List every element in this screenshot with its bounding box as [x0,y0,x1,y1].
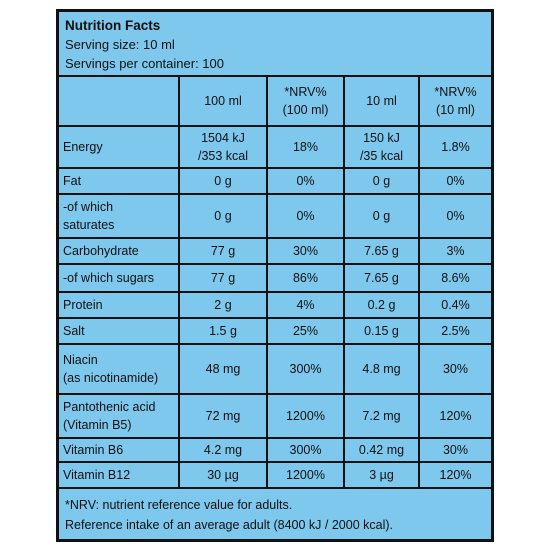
column-header: *NRV% (10 ml) [418,75,491,127]
cell-value: 150 kJ /35 kcal [343,125,420,169]
cell-value: 30% [418,343,491,395]
table-row: Pantothenic acid (Vitamin B5) 72 mg 1200% 7… [59,393,491,439]
cell-value: 7.65 g [343,264,420,293]
cell-value: 77 g [178,237,268,265]
footer-line: *NRV: nutrient reference value for adult… [65,498,293,512]
cell-value: 3 µg [343,461,420,489]
nutrient-name: Fat [59,167,180,195]
cell-value: 1.8% [418,125,491,169]
cell-value: 1200% [266,393,345,439]
cell-value: 0.4% [418,291,491,319]
cell-value: 0% [266,194,345,239]
cell-value: 2.5% [418,317,491,345]
cell-value: 0% [418,167,491,195]
cell-value: 4.8 mg [343,343,420,395]
cell-value: 30% [266,237,345,265]
cell-value: 4.2 mg [178,437,268,463]
nutrient-name: Salt [59,317,180,345]
serving-size: Serving size: 10 ml [65,37,175,52]
cell-value: 0.15 g [343,317,420,345]
table-row: Energy 1504 kJ /353 kcal 18% 150 kJ /35 kca… [59,125,491,169]
cell-value: 0 g [178,194,268,239]
cell-value: 0.2 g [343,291,420,319]
cell-value: 0 g [343,194,420,239]
nutrient-name: Vitamin B6 [59,437,180,463]
table-row: Vitamin B6 4.2 mg 300% 0.42 mg 30% [59,437,491,463]
cell-value: 3% [418,237,491,265]
header: Nutrition Facts Serving size: 10 ml Serv… [59,12,491,75]
cell-value: 300% [266,343,345,395]
table-row: -of which sugars 77 g 86% 7.65 g 8.6% [59,264,491,293]
footer: *NRV: nutrient reference value for adult… [59,489,491,535]
cell-value: 0% [418,194,491,239]
cell-value: 1.5 g [178,317,268,345]
cell-value: 30% [418,437,491,463]
servings: Servings per container: 100 [65,56,224,71]
column-header: *NRV% (100 ml) [266,75,345,127]
nutrient-name: Pantothenic acid (Vitamin B5) [59,393,180,439]
cell-value: 0 g [178,167,268,195]
table-row: Niacin (as nicotinamide) 48 mg 300% 4.8 mg 3… [59,343,491,395]
cell-value: 0.42 mg [343,437,420,463]
cell-value: 0 g [343,167,420,195]
cell-value: 1200% [266,461,345,489]
cell-value: 7.2 mg [343,393,420,439]
nutrient-name: Vitamin B12 [59,461,180,489]
table-row: Protein 2 g 4% 0.2 g 0.4% [59,291,491,319]
table-row: Salt 1.5 g 25% 0.15 g 2.5% [59,317,491,345]
nutrient-name: -of which saturates [59,194,180,239]
cell-value: 30 µg [178,461,268,489]
cell-value: 300% [266,437,345,463]
cell-value: 8.6% [418,264,491,293]
column-header [59,75,180,127]
cell-value: 120% [418,393,491,439]
header-row: 100 ml *NRV% (100 ml) 10 ml *NRV% (10 ml) [59,75,491,127]
column-header: 100 ml [178,75,268,127]
footer-line: Reference intake of an average adult (84… [65,518,393,532]
cell-value: 7.65 g [343,237,420,265]
cell-value: 25% [266,317,345,345]
cell-value: 48 mg [178,343,268,395]
cell-value: 120% [418,461,491,489]
table-row: -of which saturates 0 g 0% 0 g 0% [59,194,491,239]
nutrient-name: -of which sugars [59,264,180,293]
nutrient-name: Niacin (as nicotinamide) [59,343,180,395]
nutrition-table: 100 ml *NRV% (100 ml) 10 ml *NRV% (10 ml) En… [59,75,491,489]
title: Nutrition Facts [65,18,161,33]
nutrient-name: Carbohydrate [59,237,180,265]
cell-value: 18% [266,125,345,169]
cell-value: 2 g [178,291,268,319]
cell-value: 77 g [178,264,268,293]
cell-value: 86% [266,264,345,293]
cell-value: 4% [266,291,345,319]
nutrient-name: Energy [59,125,180,169]
table-row: Carbohydrate 77 g 30% 7.65 g 3% [59,237,491,265]
cell-value: 72 mg [178,393,268,439]
cell-value: 0% [266,167,345,195]
nutrition-panel: Nutrition Facts Serving size: 10 ml Serv… [56,9,494,542]
column-header: 10 ml [343,75,420,127]
table-row: Fat 0 g 0% 0 g 0% [59,167,491,195]
table-row: Vitamin B12 30 µg 1200% 3 µg 120% [59,461,491,489]
cell-value: 1504 kJ /353 kcal [178,125,268,169]
nutrient-name: Protein [59,291,180,319]
